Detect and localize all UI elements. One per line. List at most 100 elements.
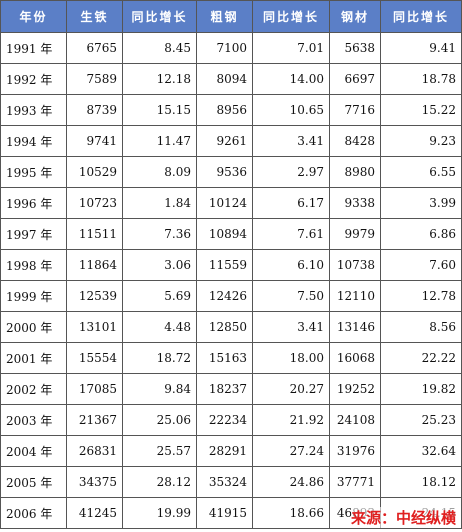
value-cell: 25.23 bbox=[380, 404, 462, 436]
value-cell: 6.10 bbox=[252, 249, 330, 281]
value-cell: 18.12 bbox=[380, 466, 462, 498]
value-cell: 37771 bbox=[329, 466, 381, 498]
table-row: 1995 年 10529 8.09 9536 2.97 8980 6.55 bbox=[0, 156, 462, 188]
value-cell: 28.12 bbox=[122, 466, 197, 498]
year-cell: 1998 年 bbox=[0, 249, 67, 281]
value-cell: 35324 bbox=[196, 466, 253, 498]
value-cell: 3.41 bbox=[252, 125, 330, 157]
value-cell: 32.64 bbox=[380, 435, 462, 467]
year-cell: 1996 年 bbox=[0, 187, 67, 219]
value-cell: 8739 bbox=[66, 94, 123, 126]
year-cell: 2006 年 bbox=[0, 497, 67, 529]
value-cell: 6765 bbox=[66, 32, 123, 64]
year-cell: 2003 年 bbox=[0, 404, 67, 436]
value-cell: 7.36 bbox=[122, 218, 197, 250]
value-cell: 6.17 bbox=[252, 187, 330, 219]
value-cell: 8.45 bbox=[122, 32, 197, 64]
value-cell: 41245 bbox=[66, 497, 123, 529]
value-cell: 12426 bbox=[196, 280, 253, 312]
table-row: 1999 年 12539 5.69 12426 7.50 12110 12.78 bbox=[0, 280, 462, 312]
value-cell: 9338 bbox=[329, 187, 381, 219]
header-cell: 钢材 bbox=[329, 0, 381, 33]
value-cell: 19.99 bbox=[122, 497, 197, 529]
header-cell: 同比增长 bbox=[252, 0, 330, 33]
table-row: 1991 年 6765 8.45 7100 7.01 5638 9.41 bbox=[0, 32, 462, 64]
header-cell: 同比增长 bbox=[380, 0, 462, 33]
value-cell: 6.55 bbox=[380, 156, 462, 188]
value-cell: 9741 bbox=[66, 125, 123, 157]
table-row: 2003 年 21367 25.06 22234 21.92 24108 25.23 bbox=[0, 404, 462, 436]
value-cell: 24.86 bbox=[252, 466, 330, 498]
value-cell: 18.72 bbox=[122, 342, 197, 374]
value-cell: 10124 bbox=[196, 187, 253, 219]
value-cell: 19.82 bbox=[380, 373, 462, 405]
value-cell: 16068 bbox=[329, 342, 381, 374]
value-cell: 18237 bbox=[196, 373, 253, 405]
value-cell: 19252 bbox=[329, 373, 381, 405]
year-cell: 2000 年 bbox=[0, 311, 67, 343]
value-cell: 15554 bbox=[66, 342, 123, 374]
header-cell: 粗钢 bbox=[196, 0, 253, 33]
year-cell: 1993 年 bbox=[0, 94, 67, 126]
value-cell: 3.41 bbox=[252, 311, 330, 343]
value-cell: 13146 bbox=[329, 311, 381, 343]
table-body: 1991 年 6765 8.45 7100 7.01 5638 9.41 1992 年 7589… bbox=[0, 32, 462, 529]
value-cell: 17085 bbox=[66, 373, 123, 405]
year-cell: 2005 年 bbox=[0, 466, 67, 498]
value-cell: 8094 bbox=[196, 63, 253, 95]
value-cell: 9.23 bbox=[380, 125, 462, 157]
header-cell: 同比增长 bbox=[122, 0, 197, 33]
table-row: 2000 年 13101 4.48 12850 3.41 13146 8.56 bbox=[0, 311, 462, 343]
value-cell: 9979 bbox=[329, 218, 381, 250]
value-cell: 12.78 bbox=[380, 280, 462, 312]
value-cell: 12110 bbox=[329, 280, 381, 312]
value-cell: 18.00 bbox=[252, 342, 330, 374]
year-cell: 2004 年 bbox=[0, 435, 67, 467]
value-cell: 11559 bbox=[196, 249, 253, 281]
value-cell: 9.84 bbox=[122, 373, 197, 405]
year-cell: 1994 年 bbox=[0, 125, 67, 157]
value-cell: 7100 bbox=[196, 32, 253, 64]
value-cell: 21.92 bbox=[252, 404, 330, 436]
table-row: 2005 年 34375 28.12 35324 24.86 37771 18.12 bbox=[0, 466, 462, 498]
value-cell: 25.06 bbox=[122, 404, 197, 436]
value-cell: 12.18 bbox=[122, 63, 197, 95]
value-cell: 26831 bbox=[66, 435, 123, 467]
value-cell: 25.57 bbox=[122, 435, 197, 467]
value-cell: 8.56 bbox=[380, 311, 462, 343]
value-cell: 11511 bbox=[66, 218, 123, 250]
value-cell: 5.69 bbox=[122, 280, 197, 312]
table-row: 1998 年 11864 3.06 11559 6.10 10738 7.60 bbox=[0, 249, 462, 281]
table-row: 1997 年 11511 7.36 10894 7.61 9979 6.86 bbox=[0, 218, 462, 250]
value-cell: 9536 bbox=[196, 156, 253, 188]
value-cell: 15.15 bbox=[122, 94, 197, 126]
table-row: 1994 年 9741 11.47 9261 3.41 8428 9.23 bbox=[0, 125, 462, 157]
year-cell: 1997 年 bbox=[0, 218, 67, 250]
value-cell: 8980 bbox=[329, 156, 381, 188]
year-cell: 1991 年 bbox=[0, 32, 67, 64]
value-cell: 7716 bbox=[329, 94, 381, 126]
year-cell: 2002 年 bbox=[0, 373, 67, 405]
value-cell: 28291 bbox=[196, 435, 253, 467]
header-row: 年份 生铁 同比增长 粗钢 同比增长 钢材 同比增长 bbox=[0, 0, 462, 33]
value-cell: 7.50 bbox=[252, 280, 330, 312]
header-cell: 生铁 bbox=[66, 0, 123, 33]
table-row: 1996 年 10723 1.84 10124 6.17 9338 3.99 bbox=[0, 187, 462, 219]
value-cell: 1.84 bbox=[122, 187, 197, 219]
value-cell: 41915 bbox=[196, 497, 253, 529]
value-cell: 31976 bbox=[329, 435, 381, 467]
value-cell: 6.86 bbox=[380, 218, 462, 250]
value-cell: 12850 bbox=[196, 311, 253, 343]
value-cell: 15163 bbox=[196, 342, 253, 374]
value-cell: 13101 bbox=[66, 311, 123, 343]
value-cell: 12539 bbox=[66, 280, 123, 312]
value-cell: 22234 bbox=[196, 404, 253, 436]
value-cell: 7.01 bbox=[252, 32, 330, 64]
value-cell: 18.78 bbox=[380, 63, 462, 95]
value-cell: 11864 bbox=[66, 249, 123, 281]
value-cell: 20.27 bbox=[252, 373, 330, 405]
value-cell: 7.60 bbox=[380, 249, 462, 281]
value-cell: 7.61 bbox=[252, 218, 330, 250]
value-cell: 2.97 bbox=[252, 156, 330, 188]
